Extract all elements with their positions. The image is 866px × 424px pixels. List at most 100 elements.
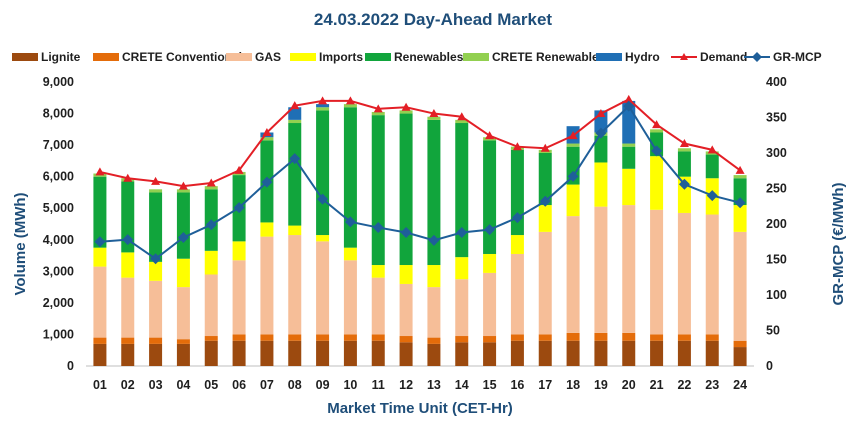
x-tick-label: 24 [733,378,747,392]
bar-lignite [733,347,747,366]
x-tick-label: 04 [176,378,190,392]
bar-gas [149,280,163,338]
bar-gas [371,277,385,335]
demand-point [485,131,495,140]
bar-renewables [622,146,636,169]
legend-label-gr-mcp: GR-MCP [773,50,822,64]
bar-lignite [705,340,719,366]
legend-swatch-imports [290,53,316,61]
bar-crete-conventional [371,334,385,341]
demand-point [373,104,383,113]
y2-tick-label: 150 [766,253,787,267]
gr-mcp-point [150,253,162,265]
x-tick-label: 12 [399,378,413,392]
x-tick-label: 14 [455,378,469,392]
x-tick-label: 11 [372,378,385,392]
demand-point [596,109,606,118]
demand-point [345,96,355,105]
bar-imports [316,235,330,242]
bar-crete-renewables [427,116,441,120]
bar-gas [510,253,524,335]
bar-lignite [566,340,580,366]
x-tick-label: 05 [204,378,218,392]
x-tick-label: 20 [622,378,636,392]
bar-imports [176,258,190,288]
legend-marker-demand [680,53,688,60]
demand-point [262,127,272,136]
bar-crete-renewables [677,148,691,152]
bar-renewables [93,176,107,248]
legend-label-imports: Imports [319,50,363,64]
bar-crete-renewables [260,137,274,141]
bar-lignite [538,340,552,366]
bar-renewables [677,151,691,177]
chart-legend: Lignite CRETE Conventional GAS Imports Renew… [12,50,822,64]
bar-renewables [483,140,497,254]
demand-point [318,96,328,105]
legend-item-demand: Demand [671,50,747,64]
y-tick-label: 3,000 [43,264,74,278]
bar-hydro [316,104,330,108]
bar-imports [343,247,357,261]
y-tick-label: 8,000 [43,107,74,121]
x-tick-label: 09 [316,378,330,392]
bar-imports [121,252,135,278]
demand-point [95,167,105,176]
bar-lignite [483,342,497,366]
bar-gas [622,205,636,333]
demand-point [429,109,439,118]
legend-label-renewables: Renewables [394,50,464,64]
bar-gas [483,272,497,337]
legend-swatch-hydro [596,53,622,61]
bar-crete-conventional [343,334,357,341]
demand-line [99,98,741,188]
bar-gas [288,235,302,335]
bar-crete-conventional [566,332,580,341]
bar-lignite [510,340,524,366]
gr-mcp-point [177,231,189,243]
chart-axes: 0 1,000 2,000 3,000 4,000 5,000 6,000 7,000 8,00… [43,75,787,392]
legend-swatch-lignite [12,53,38,61]
bar-imports [93,247,107,267]
bar-lignite [121,343,135,366]
bar-crete-renewables [622,143,636,147]
y2-tick-label: 350 [766,111,787,125]
bar-imports [427,265,441,288]
bar-crete-conventional [316,334,330,341]
bar-imports [566,184,580,217]
bar-gas [733,231,747,341]
bar-gas [650,209,664,335]
demand-point [707,145,717,154]
gr-mcp-point [706,190,718,202]
x-tick-label: 23 [705,378,719,392]
bar-gas [316,241,330,335]
gr-mcp-point [567,170,579,182]
bar-renewables [343,107,357,248]
bar-imports [371,265,385,278]
legend-item-crete-conventional: CRETE Conventional [93,50,242,64]
bar-renewables [510,149,524,236]
bar-gas [343,260,357,335]
bar-imports [149,261,163,281]
x-tick-label: 16 [510,378,524,392]
bar-crete-conventional [121,337,135,344]
bar-gas [121,277,135,338]
gr-mcp-point [261,176,273,188]
x-tick-label: 19 [594,378,608,392]
bar-crete-renewables [650,129,664,133]
demand-point [206,178,216,187]
bar-renewables [455,123,469,258]
gr-mcp-point [595,127,607,139]
bar-imports [733,205,747,232]
bar-crete-renewables [399,110,413,114]
bar-renewables [427,119,441,266]
gr-mcp-point [205,219,217,231]
bar-gas [594,206,608,333]
legend-item-gr-mcp: GR-MCP [744,50,822,64]
bar-crete-conventional [455,336,469,343]
legend-label-gas: GAS [255,50,281,64]
gr-mcp-point [484,224,496,236]
bar-lignite [232,340,246,366]
bar-gas [232,260,246,335]
